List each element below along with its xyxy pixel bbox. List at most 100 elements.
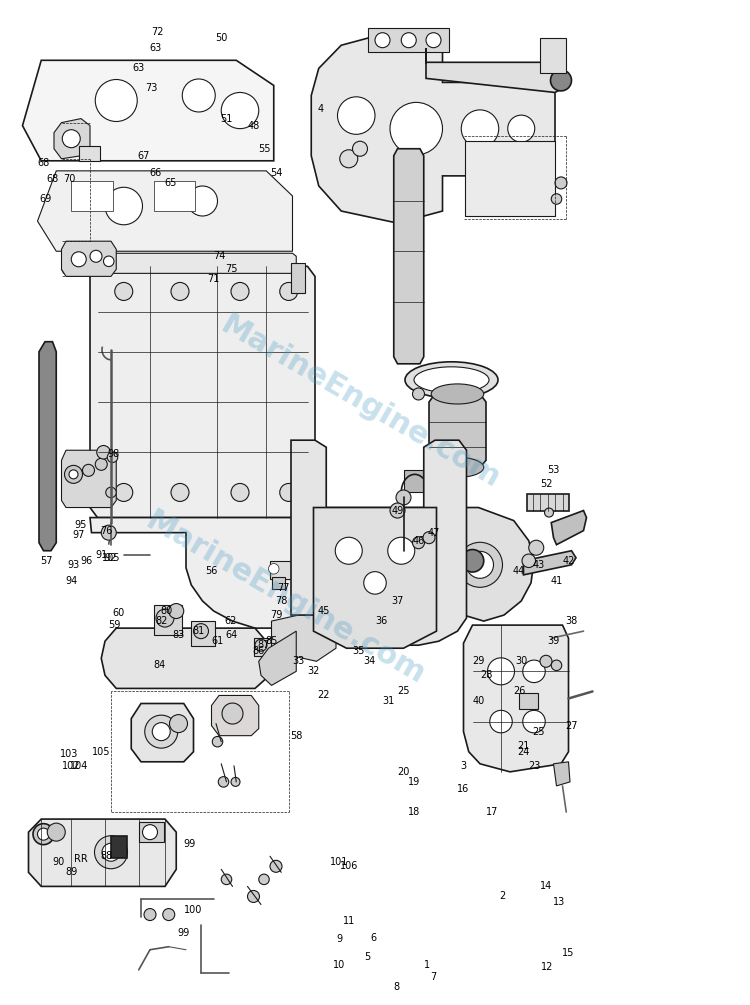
Text: 43: 43 [532, 560, 544, 570]
Polygon shape [79, 146, 100, 161]
Circle shape [529, 541, 544, 555]
Circle shape [352, 142, 368, 156]
Text: 36: 36 [375, 616, 387, 626]
Circle shape [105, 187, 142, 225]
Circle shape [115, 282, 133, 300]
Text: 70: 70 [63, 174, 75, 184]
Circle shape [466, 552, 494, 578]
Circle shape [335, 538, 362, 564]
Polygon shape [291, 263, 304, 293]
Circle shape [95, 458, 107, 470]
Polygon shape [404, 470, 426, 492]
Text: 103: 103 [60, 749, 78, 759]
Circle shape [90, 250, 102, 262]
Polygon shape [90, 266, 315, 518]
Text: 79: 79 [270, 610, 282, 620]
Text: 32: 32 [308, 666, 320, 676]
Text: 99: 99 [178, 928, 190, 938]
Text: 1: 1 [424, 960, 430, 970]
Text: 45: 45 [318, 606, 330, 616]
Circle shape [47, 823, 65, 841]
Text: 60: 60 [112, 608, 125, 618]
Circle shape [71, 252, 86, 266]
Text: 15: 15 [562, 948, 574, 958]
Text: 33: 33 [292, 656, 304, 666]
Ellipse shape [221, 92, 259, 129]
Text: 49: 49 [392, 506, 404, 516]
Text: 44: 44 [513, 566, 525, 576]
Circle shape [523, 711, 545, 733]
Text: 28: 28 [480, 670, 492, 680]
Polygon shape [131, 704, 194, 762]
Text: 88: 88 [100, 851, 112, 861]
Text: 4: 4 [318, 104, 324, 114]
Circle shape [64, 465, 82, 483]
Text: 82: 82 [155, 616, 167, 626]
Text: 52: 52 [540, 479, 552, 489]
Circle shape [551, 660, 562, 670]
Text: 57: 57 [40, 556, 53, 566]
Text: 47: 47 [427, 528, 439, 538]
Text: 6: 6 [370, 933, 376, 943]
Circle shape [101, 526, 116, 540]
Polygon shape [272, 577, 285, 589]
Polygon shape [38, 171, 292, 251]
Text: 50: 50 [215, 33, 227, 43]
Text: 77: 77 [278, 583, 290, 593]
Circle shape [145, 716, 178, 748]
Ellipse shape [431, 457, 484, 477]
Polygon shape [540, 38, 566, 73]
Circle shape [142, 825, 158, 839]
Text: 9: 9 [336, 934, 342, 944]
Circle shape [396, 544, 411, 558]
Polygon shape [28, 819, 176, 886]
Polygon shape [321, 593, 334, 605]
Text: 26: 26 [513, 686, 525, 696]
Text: 95: 95 [75, 520, 87, 530]
Text: 21: 21 [518, 741, 530, 751]
Circle shape [182, 79, 215, 112]
Text: 69: 69 [39, 194, 51, 204]
Circle shape [107, 452, 118, 462]
Circle shape [461, 550, 484, 572]
Circle shape [268, 564, 279, 574]
Circle shape [388, 538, 415, 564]
Text: 39: 39 [548, 636, 560, 646]
Text: 96: 96 [80, 556, 92, 566]
Text: 76: 76 [100, 526, 112, 536]
Polygon shape [311, 30, 555, 223]
Text: 92: 92 [105, 553, 117, 563]
Text: 99: 99 [183, 839, 195, 849]
Circle shape [490, 711, 512, 733]
Ellipse shape [431, 384, 484, 404]
Polygon shape [519, 693, 538, 709]
Circle shape [102, 843, 120, 861]
Text: 71: 71 [208, 274, 220, 284]
Text: 105: 105 [92, 747, 110, 757]
Text: 93: 93 [68, 560, 80, 570]
Circle shape [106, 487, 116, 497]
Circle shape [115, 483, 133, 501]
Text: 64: 64 [225, 630, 237, 640]
Circle shape [338, 96, 375, 135]
Text: 17: 17 [486, 807, 498, 817]
Polygon shape [429, 394, 486, 467]
Text: 13: 13 [553, 897, 565, 908]
Polygon shape [211, 695, 259, 736]
Circle shape [375, 33, 390, 47]
Circle shape [231, 282, 249, 300]
Circle shape [188, 186, 218, 216]
Text: 67: 67 [138, 151, 150, 161]
Text: 100: 100 [184, 904, 202, 915]
Text: 46: 46 [413, 536, 424, 546]
Text: 74: 74 [213, 251, 225, 261]
Polygon shape [71, 181, 112, 211]
Circle shape [555, 177, 567, 189]
Polygon shape [22, 60, 274, 161]
Text: 5: 5 [364, 952, 370, 962]
Text: 40: 40 [472, 696, 484, 707]
Text: 80: 80 [160, 606, 172, 616]
Text: 51: 51 [220, 114, 232, 124]
Text: 84: 84 [153, 660, 165, 670]
Circle shape [194, 624, 208, 638]
